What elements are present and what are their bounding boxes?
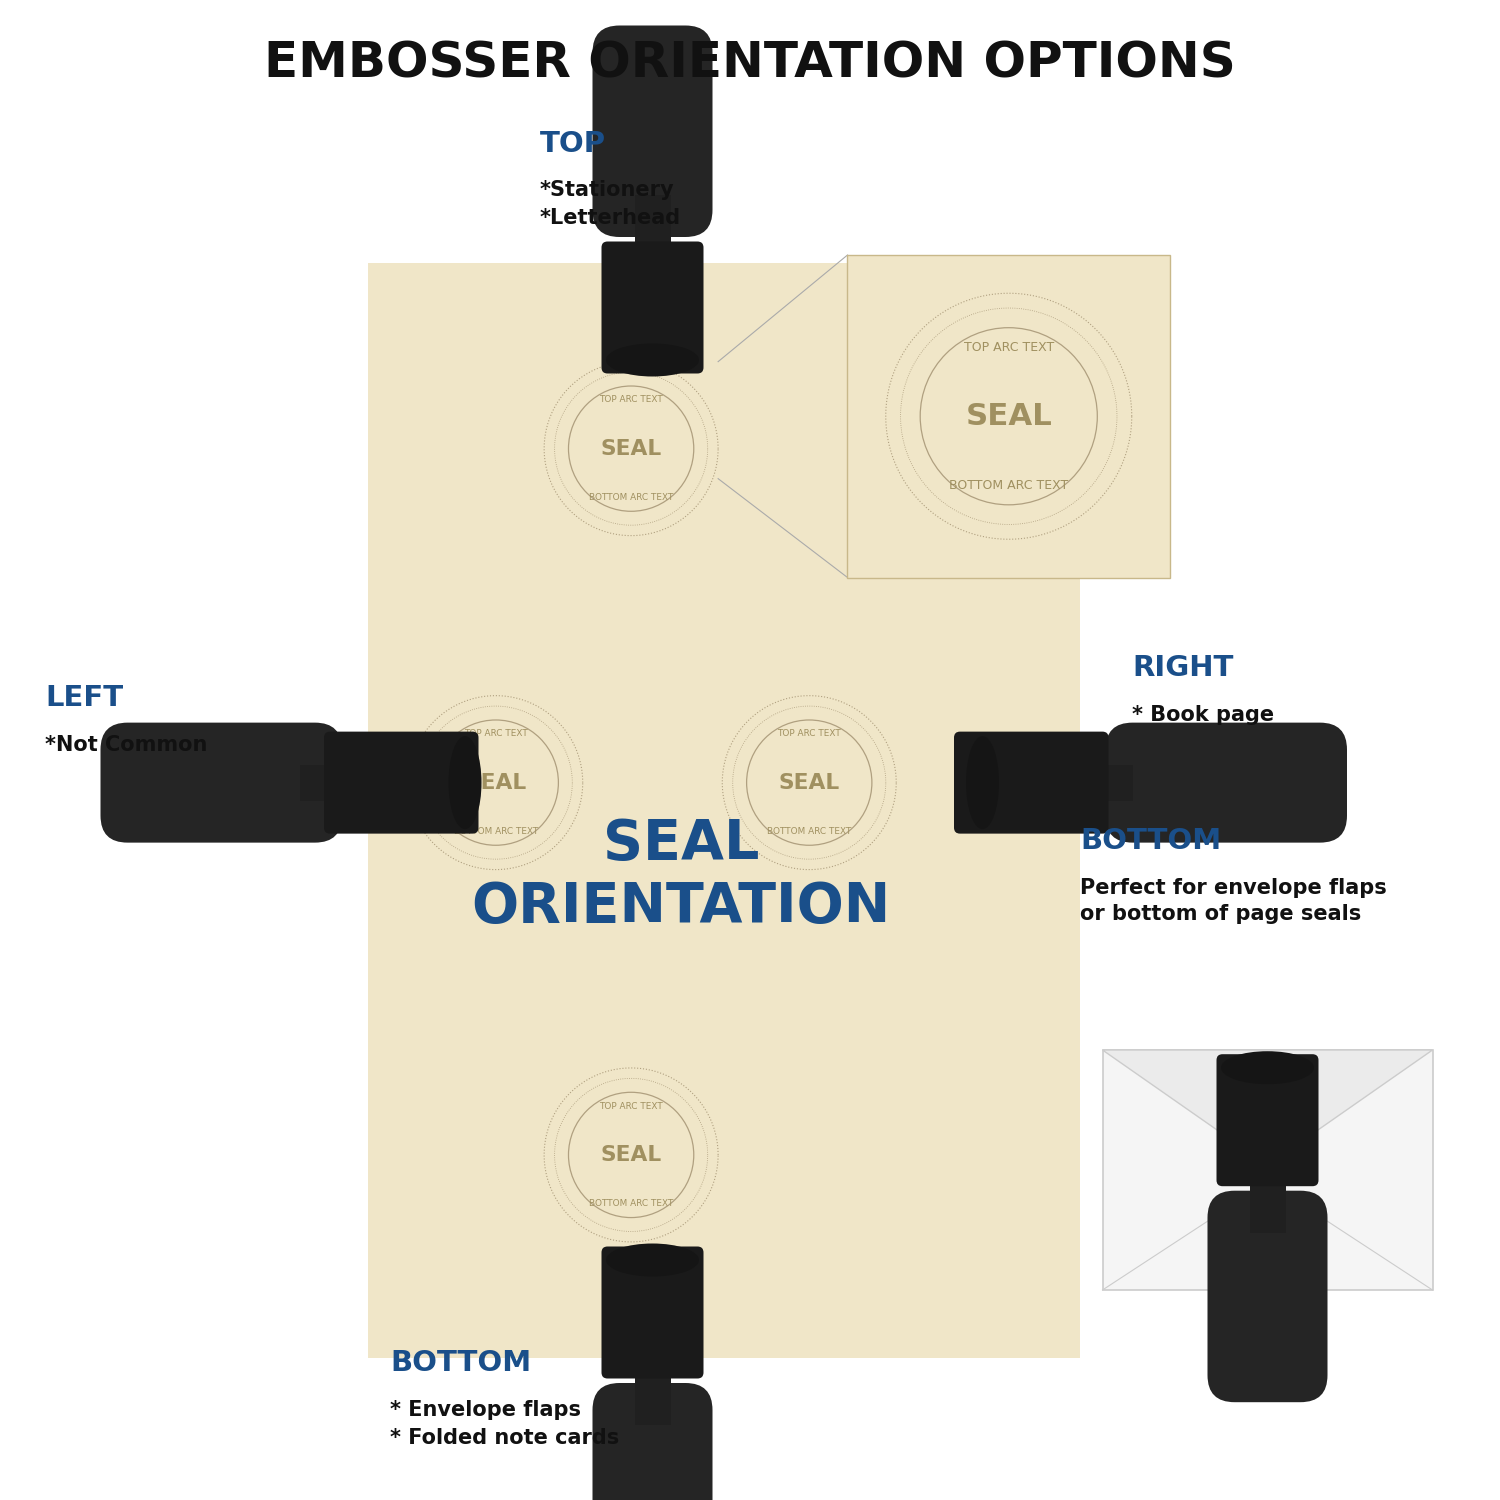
Text: BOTTOM ARC TEXT: BOTTOM ARC TEXT: [453, 827, 538, 836]
Text: BOTTOM ARC TEXT: BOTTOM ARC TEXT: [766, 827, 852, 836]
Circle shape: [885, 294, 1131, 540]
Text: SEAL: SEAL: [778, 772, 840, 792]
FancyBboxPatch shape: [1106, 723, 1347, 843]
FancyBboxPatch shape: [1208, 1191, 1328, 1402]
Text: SEAL
ORIENTATION: SEAL ORIENTATION: [471, 818, 891, 934]
Text: TOP: TOP: [540, 129, 606, 158]
Text: TOP ARC TEXT: TOP ARC TEXT: [598, 396, 663, 405]
FancyBboxPatch shape: [602, 242, 703, 374]
Bar: [368, 262, 1080, 1358]
Text: LEFT: LEFT: [45, 684, 123, 712]
Bar: [847, 255, 1170, 578]
Polygon shape: [1102, 1050, 1432, 1166]
Text: SEAL: SEAL: [465, 772, 526, 792]
FancyBboxPatch shape: [100, 723, 342, 843]
Text: SEAL: SEAL: [600, 438, 662, 459]
Ellipse shape: [1221, 1052, 1314, 1084]
FancyBboxPatch shape: [324, 732, 478, 834]
Text: SEAL: SEAL: [600, 1144, 662, 1166]
FancyBboxPatch shape: [592, 1383, 712, 1500]
Bar: [1102, 1050, 1432, 1290]
Text: SEAL: SEAL: [966, 402, 1052, 430]
Text: TOP ARC TEXT: TOP ARC TEXT: [963, 340, 1054, 354]
Circle shape: [1220, 1070, 1316, 1166]
Ellipse shape: [448, 736, 482, 830]
Text: TOP ARC TEXT: TOP ARC TEXT: [464, 729, 528, 738]
Text: BOTTOM: BOTTOM: [1080, 827, 1221, 855]
Text: BOTTOM: BOTTOM: [390, 1348, 531, 1377]
Bar: [1250, 1166, 1286, 1233]
Text: TOP ARC TEXT: TOP ARC TEXT: [598, 1101, 663, 1110]
Text: * Envelope flaps
* Folded note cards: * Envelope flaps * Folded note cards: [390, 1400, 620, 1447]
Text: TOP ARC TEXT: TOP ARC TEXT: [1250, 1088, 1286, 1094]
FancyBboxPatch shape: [954, 732, 1108, 834]
Text: TOP ARC TEXT: TOP ARC TEXT: [777, 729, 842, 738]
Text: BOTTOM ARC TEXT: BOTTOM ARC TEXT: [950, 478, 1068, 492]
Text: BOTTOM ARC TEXT: BOTTOM ARC TEXT: [590, 1198, 674, 1208]
Circle shape: [544, 1068, 718, 1242]
Ellipse shape: [606, 1244, 699, 1276]
Circle shape: [723, 696, 897, 870]
Circle shape: [544, 362, 718, 536]
FancyBboxPatch shape: [592, 26, 712, 237]
Circle shape: [408, 696, 582, 870]
Text: EMBOSSER ORIENTATION OPTIONS: EMBOSSER ORIENTATION OPTIONS: [264, 39, 1236, 87]
Text: *Stationery
*Letterhead: *Stationery *Letterhead: [540, 180, 681, 228]
FancyBboxPatch shape: [602, 1246, 703, 1378]
Text: RIGHT: RIGHT: [1132, 654, 1234, 682]
Text: * Book page: * Book page: [1132, 705, 1275, 724]
FancyBboxPatch shape: [1216, 1054, 1318, 1186]
Bar: [300, 765, 345, 801]
Text: BOTTOM ARC TEXT: BOTTOM ARC TEXT: [590, 494, 674, 502]
Text: *Not Common: *Not Common: [45, 735, 207, 754]
Text: Perfect for envelope flaps
or bottom of page seals: Perfect for envelope flaps or bottom of …: [1080, 878, 1386, 924]
Text: BOTTOM ARC TEXT: BOTTOM ARC TEXT: [1245, 1142, 1290, 1146]
Bar: [634, 195, 670, 262]
Ellipse shape: [966, 736, 999, 830]
Ellipse shape: [606, 344, 699, 376]
Bar: [1088, 765, 1132, 801]
Text: SEAL: SEAL: [1251, 1110, 1284, 1124]
Bar: [634, 1358, 670, 1425]
